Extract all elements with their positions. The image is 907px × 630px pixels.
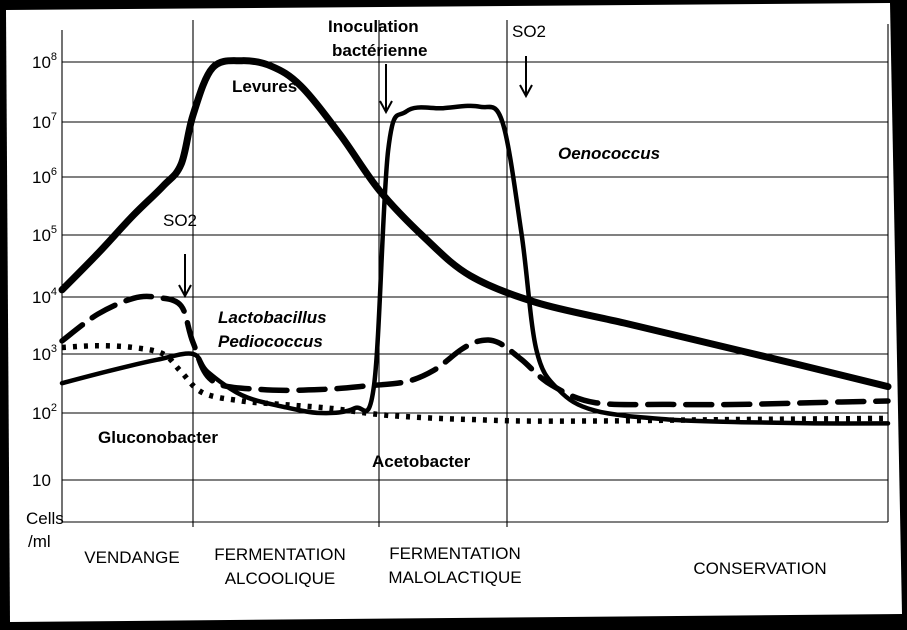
y-tick-exponent-4: 4 [51, 286, 57, 298]
phase-label-fa-line2: ALCOOLIQUE [225, 569, 336, 588]
y-tick-label-8: 108 [32, 51, 57, 72]
y-axis-label-line1: Cells [26, 509, 64, 528]
arrow-so2-first-head [178, 284, 192, 299]
label-lactobacillus: Lactobacillus [218, 308, 327, 327]
y-tick-label-5: 105 [32, 224, 57, 245]
y-tick-label-4: 104 [32, 286, 57, 307]
y-tick-label-6: 106 [32, 166, 57, 187]
y-tick-exponent-6: 6 [51, 166, 57, 178]
paper-sheet [6, 3, 902, 622]
y-tick-exponent-3: 3 [51, 343, 57, 355]
annotation-inoculation-line2: bactérienne [332, 41, 427, 60]
label-oenococcus: Oenococcus [558, 144, 660, 163]
label-acetobacter: Acetobacter [372, 452, 471, 471]
y-axis-label-line2: /ml [28, 532, 51, 551]
annotation-inoculation-line1: Inoculation [328, 17, 419, 36]
y-tick-exponent-5: 5 [51, 224, 57, 236]
y-tick-exponent-2: 2 [51, 402, 57, 414]
phase-label-fa-line1: FERMENTATION [214, 545, 346, 564]
y-tick-exponent-8: 8 [51, 51, 57, 63]
phase-label-conservation: CONSERVATION [693, 559, 826, 578]
y-tick-label-1: 10 [32, 471, 51, 490]
arrow-inoculation-head [379, 100, 393, 115]
y-tick-labels: 10 102 103 104 105 106 107 108 [32, 51, 57, 490]
phase-label-fml-line2: MALOLACTIQUE [388, 568, 521, 587]
series-line-1 [58, 57, 892, 391]
series-line-4 [61, 342, 889, 424]
series-group [58, 57, 892, 426]
annotation-so2-second: SO2 [512, 22, 546, 41]
label-pediococcus: Pediococcus [218, 332, 323, 351]
y-tick-label-2: 102 [32, 402, 57, 423]
y-tick-label-3: 103 [32, 343, 57, 364]
series-line-3 [59, 293, 891, 408]
label-levures: Levures [232, 77, 297, 96]
y-tick-exponent-7: 7 [51, 111, 57, 123]
y-tick-label-7: 107 [32, 111, 57, 132]
grid [61, 24, 889, 523]
annotation-so2-first: SO2 [163, 211, 197, 230]
label-gluconobacter: Gluconobacter [98, 428, 218, 447]
phase-label-fml-line1: FERMENTATION [389, 544, 521, 563]
arrow-so2-second-head [519, 84, 533, 99]
phase-label-vendange: VENDANGE [84, 548, 179, 567]
